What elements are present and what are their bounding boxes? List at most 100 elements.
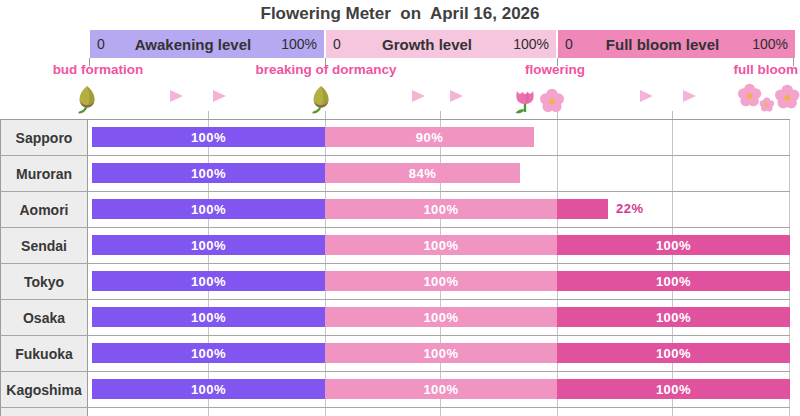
table-row: Sendai 100% 100% 100% (0, 228, 790, 264)
arrow-icon (683, 90, 696, 102)
blossom-icon (539, 88, 565, 114)
bar-value-label: 100% (423, 274, 458, 289)
bar-value-label: 100% (656, 382, 691, 397)
bar-value-label: 100% (656, 346, 691, 361)
bar-awakening: 100% (92, 307, 325, 327)
grid-tick (557, 111, 558, 119)
row-city-label: Sapporo (0, 120, 88, 155)
table-row: Muroran 100% 84% (0, 156, 790, 192)
bar-growth: 100% (325, 235, 557, 255)
bar-value-label: 22% (616, 199, 644, 219)
bar-value-label: 100% (191, 238, 226, 253)
bar-growth: 100% (325, 271, 557, 291)
flowering-meter-chart: Flowering Meter on April 16, 2026 0 Awak… (0, 0, 800, 416)
stage-label-flowering: flowering (525, 62, 585, 77)
bar-value-label: 100% (191, 166, 226, 181)
rows: Sapporo 100% 90% Muroran 100% 84% Aomori 1… (0, 120, 790, 408)
bar-value-label: 100% (423, 382, 458, 397)
table-row: Tokyo 100% 100% 100% (0, 264, 790, 300)
row-city-label: Fukuoka (0, 336, 88, 371)
table-row: Fukuoka 100% 100% 100% (0, 336, 790, 372)
bar-value-label: 100% (423, 310, 458, 325)
scale-title: Growth level (341, 36, 513, 53)
scale-min: 0 (333, 36, 341, 52)
table-row: Osaka 100% 100% 100% (0, 300, 790, 336)
scale-min: 0 (565, 36, 573, 52)
bar-awakening: 100% (92, 343, 325, 363)
grid-tick (672, 111, 673, 119)
row-bars: 100% 90% (88, 120, 790, 155)
bar-value-label: 100% (656, 274, 691, 289)
scale-min: 0 (97, 36, 105, 52)
bar-value-label: 100% (191, 202, 226, 217)
bar-awakening: 100% (92, 379, 325, 399)
arrow-icon (170, 90, 183, 102)
row-city-label: Aomori (0, 192, 88, 227)
table-row: Aomori 100% 100% 22% (0, 192, 790, 228)
bar-full-bloom: 100% (557, 271, 790, 291)
row-bars: 100% 100% 100% (88, 228, 790, 263)
stage-label-bud-formation: bud formation (53, 62, 144, 77)
arrow-icon (213, 90, 226, 102)
stage-label-breaking-of-dormancy: breaking of dormancy (255, 62, 396, 77)
bar-growth: 90% (325, 127, 534, 147)
arrow-icon (412, 90, 425, 102)
bar-growth: 100% (325, 199, 557, 219)
bar-awakening: 100% (92, 127, 325, 147)
bar-value-label: 100% (191, 130, 226, 145)
grid-tick (325, 111, 326, 119)
bar-value-label: 100% (423, 202, 458, 217)
arrow-icon (640, 90, 653, 102)
row-city-label: Sendai (0, 228, 88, 263)
full-bloom-level-scale: 0 Full bloom level 100% (558, 30, 795, 58)
row-city-label: Kagoshima (0, 372, 88, 407)
stage-label-full-bloom: full bloom (734, 62, 799, 77)
arrow-icon (450, 90, 463, 102)
row-bars: 100% 100% 100% (88, 372, 790, 407)
bar-value-label: 100% (423, 238, 458, 253)
bar-full-bloom (557, 199, 608, 219)
row-city-label: Muroran (0, 156, 88, 191)
blossom-cluster-icon (737, 82, 800, 116)
bar-growth: 100% (325, 379, 557, 399)
bar-value-label: 90% (416, 130, 444, 145)
bar-awakening: 100% (92, 235, 325, 255)
row-bars: 100% 100% 22% (88, 192, 790, 227)
row-bars: 100% 100% 100% (88, 264, 790, 299)
bar-value-label: 100% (423, 346, 458, 361)
grid-tick (440, 111, 441, 119)
row-bars: 100% 84% (88, 156, 790, 191)
awakening-level-scale: 0 Awakening level 100% (90, 30, 324, 58)
bar-full-bloom: 100% (557, 307, 790, 327)
table-row: Kagoshima 100% 100% 100% (0, 372, 790, 408)
scale-title: Awakening level (105, 36, 281, 53)
bar-value-label: 100% (191, 346, 226, 361)
grid-tick (208, 111, 209, 119)
bar-awakening: 100% (92, 163, 325, 183)
bar-value-label: 100% (191, 382, 226, 397)
bar-value-label: 100% (656, 238, 691, 253)
bar-full-bloom: 100% (557, 343, 790, 363)
scale-max: 100% (281, 36, 317, 52)
row-city-label: Osaka (0, 300, 88, 335)
bar-growth: 100% (325, 343, 557, 363)
city-meter-table: Sapporo 100% 90% Muroran 100% 84% Aomori 1… (0, 119, 790, 416)
partial-city-cell (0, 408, 88, 416)
bud-icon (310, 84, 332, 114)
tulip-icon (513, 85, 537, 115)
bar-value-label: 84% (409, 166, 437, 181)
bar-full-bloom: 100% (557, 379, 790, 399)
growth-level-scale: 0 Growth level 100% (326, 30, 556, 58)
bar-value-label: 100% (191, 274, 226, 289)
bar-growth: 84% (325, 163, 520, 183)
scale-max: 100% (513, 36, 549, 52)
bar-value-label: 100% (191, 310, 226, 325)
scale-max: 100% (752, 36, 788, 52)
row-city-label: Tokyo (0, 264, 88, 299)
scale-title: Full bloom level (573, 36, 752, 53)
table-row: Sapporo 100% 90% (0, 120, 790, 156)
bar-value-label: 100% (656, 310, 691, 325)
bud-icon (76, 84, 98, 114)
bar-full-bloom: 100% (557, 235, 790, 255)
partial-row (0, 408, 790, 416)
